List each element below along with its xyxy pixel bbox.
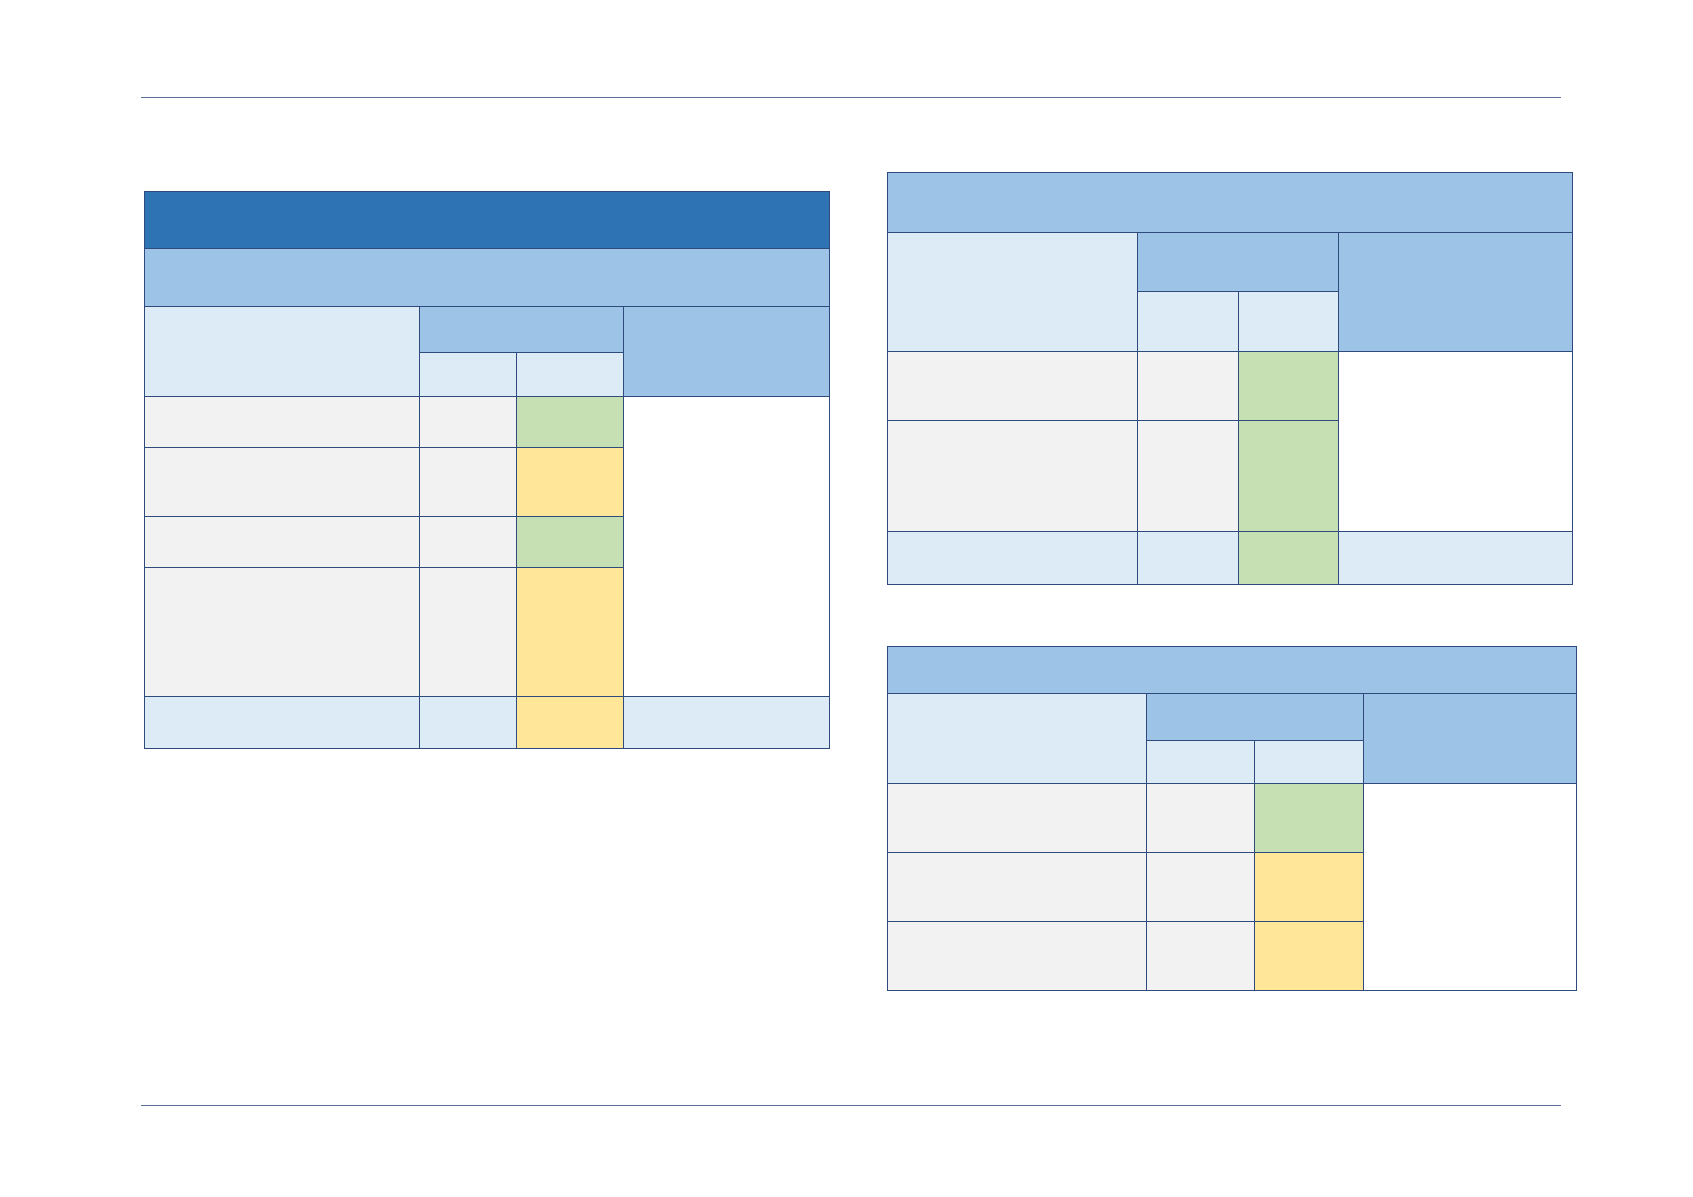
table-a-row-value [419, 567, 517, 697]
table-c-row-label [887, 783, 1147, 853]
table-a-comment [623, 396, 830, 697]
table-c-comment [1363, 783, 1577, 991]
table-a-row-label [144, 396, 420, 448]
table-b-header-sub2 [1238, 291, 1339, 352]
table-a-row-status [516, 516, 624, 568]
table-c-row-value [1146, 852, 1255, 922]
table-a-row-label [144, 447, 420, 517]
top-rule [141, 97, 1561, 98]
table-a-row-label [144, 516, 420, 568]
table-a-total-status [516, 696, 624, 749]
table-c-row-status [1254, 921, 1364, 991]
table-a-row-value [419, 396, 517, 448]
table-b-total-value [1137, 531, 1239, 585]
table-b-row-status [1238, 420, 1339, 532]
table-b-total-comment [1338, 531, 1573, 585]
bottom-rule [141, 1105, 1561, 1106]
table-a-row-label [144, 567, 420, 697]
table-a [144, 191, 830, 749]
table-b-total-status [1238, 531, 1339, 585]
table-b-row-label [887, 420, 1138, 532]
table-b-comment [1338, 351, 1573, 532]
table-c-row-value [1146, 921, 1255, 991]
table-b-total-label [887, 531, 1138, 585]
table-a-header-sub2 [516, 352, 624, 397]
table-c [887, 646, 1577, 991]
table-a-row-status [516, 567, 624, 697]
table-b-row-label [887, 351, 1138, 421]
table-a-total-label [144, 696, 420, 749]
table-b-row-value [1137, 420, 1239, 532]
table-b-title [887, 172, 1573, 233]
table-a-row-status [516, 447, 624, 517]
table-c-row-label [887, 921, 1147, 991]
table-a-header-comment [623, 306, 830, 397]
table-b-row-value [1137, 351, 1239, 421]
table-c-row-status [1254, 852, 1364, 922]
table-b-row-status [1238, 351, 1339, 421]
table-a-total-value [419, 696, 517, 749]
table-a-total-comment [623, 696, 830, 749]
table-c-row-label [887, 852, 1147, 922]
table-c-header-comment [1363, 693, 1577, 784]
table-c-title [887, 646, 1577, 694]
table-c-row-value [1146, 783, 1255, 853]
table-a-title [144, 191, 830, 249]
table-a-row-value [419, 447, 517, 517]
table-c-header-sub1 [1146, 740, 1255, 784]
table-c-header-group [1146, 693, 1364, 741]
table-b [887, 172, 1573, 585]
table-b-header-sub1 [1137, 291, 1239, 352]
table-a-row-status [516, 396, 624, 448]
table-c-header-label [887, 693, 1147, 784]
table-c-header-sub2 [1254, 740, 1364, 784]
table-a-header-group [419, 306, 624, 353]
table-b-header-label [887, 232, 1138, 352]
table-a-subtitle [144, 248, 830, 307]
table-a-header-label [144, 306, 420, 397]
table-c-row-status [1254, 783, 1364, 853]
table-b-header-group [1137, 232, 1339, 292]
table-a-row-value [419, 516, 517, 568]
table-a-header-sub1 [419, 352, 517, 397]
table-b-header-comment [1338, 232, 1573, 352]
